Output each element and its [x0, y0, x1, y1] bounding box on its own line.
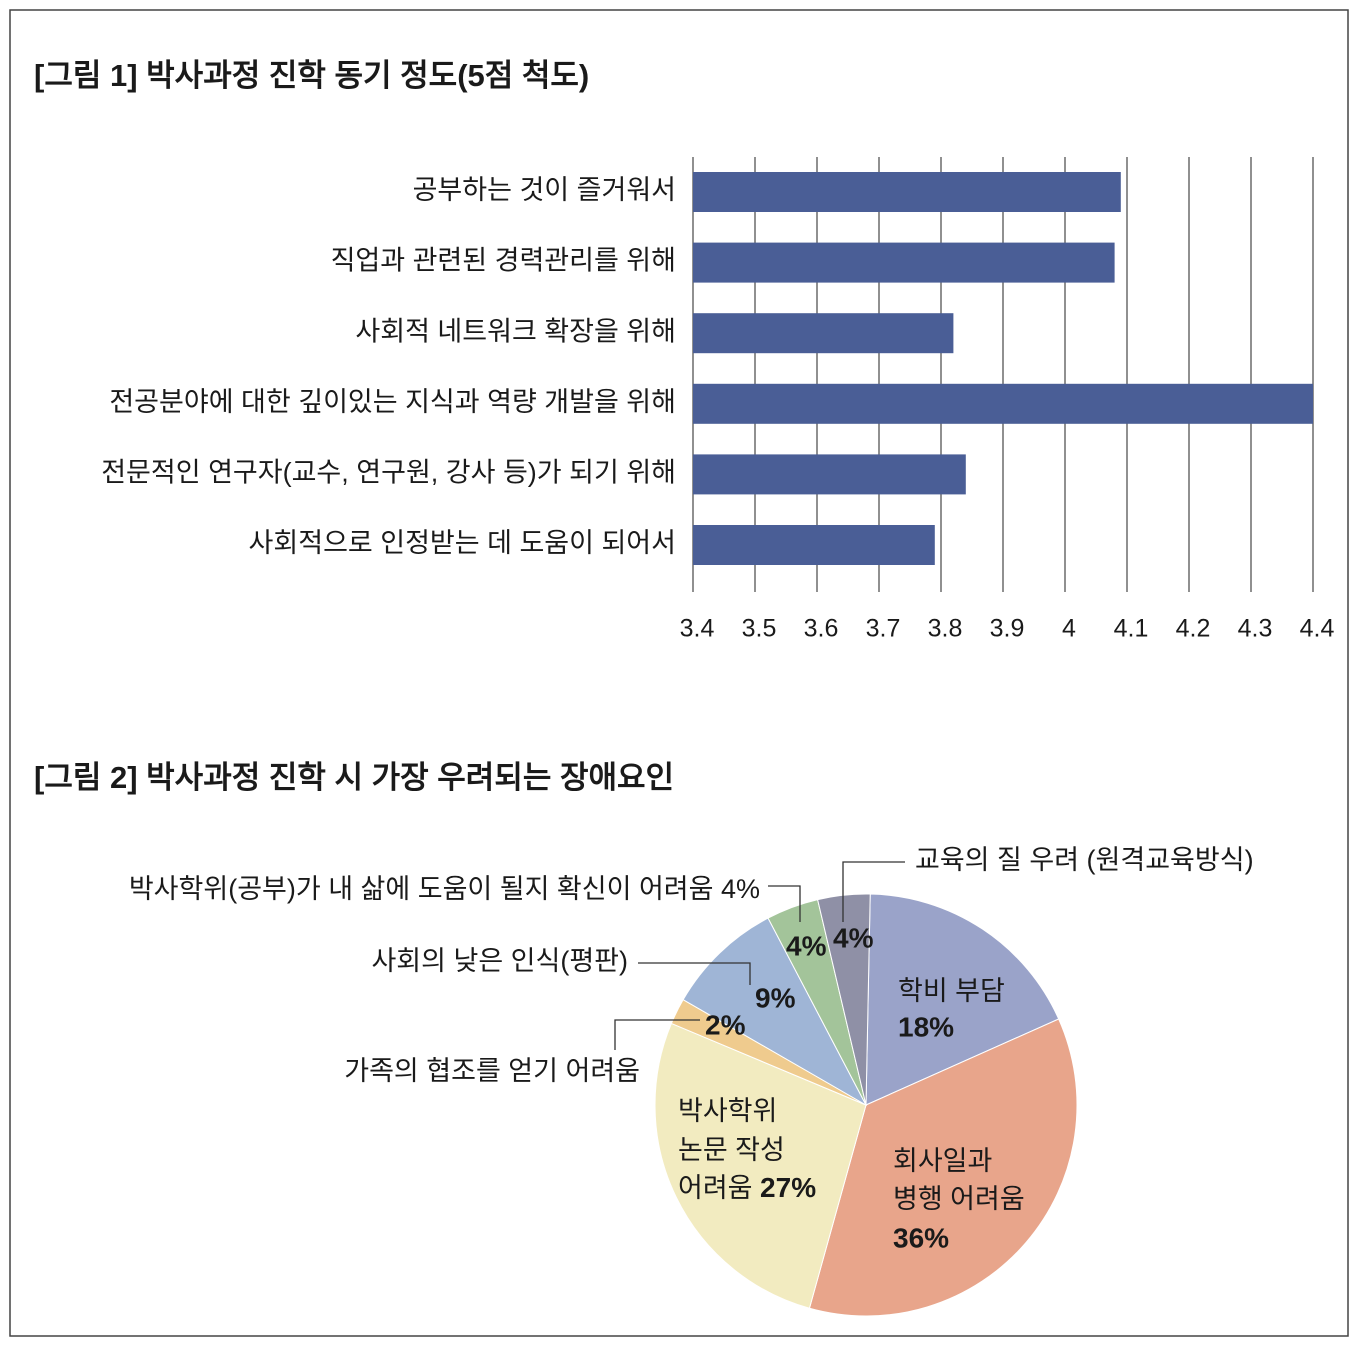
value-label: 9% [755, 982, 796, 1013]
category-label: 박사학위(공부)가 내 삶에 도움이 될지 확신이 어려움 4% [129, 874, 760, 904]
pie-slice [865, 893, 1060, 1106]
value-label: 18% [898, 1011, 954, 1042]
x-tick-label: 4.4 [1300, 615, 1335, 643]
x-tick-label: 4.2 [1176, 615, 1211, 643]
bar [693, 242, 1115, 283]
y-tick-label: 사회적으로 인정받는 데 도움이 되어서 [249, 528, 676, 558]
value-label: 36% [893, 1222, 949, 1253]
x-tick-label: 3.4 [680, 615, 715, 643]
category-label: 논문 작성 [678, 1135, 785, 1165]
category-label: 학비 부담 [898, 976, 1005, 1006]
x-tick-label: 3.9 [990, 615, 1025, 643]
bar [693, 383, 1313, 424]
x-tick-label: 4.1 [1114, 615, 1149, 643]
pie-slice [808, 1018, 1078, 1317]
pie-slice [817, 893, 871, 1106]
slice-label: 어려움 27% [678, 1172, 816, 1203]
pie-slice [682, 917, 868, 1107]
chart-title: [그림 1] 박사과정 진학 동기 정도(5점 척도) [34, 58, 589, 93]
x-tick-label: 3.7 [866, 615, 901, 643]
y-tick-label: 사회적 네트워크 확장을 위해 [355, 316, 676, 346]
bar [693, 525, 935, 565]
bar [693, 313, 954, 354]
y-tick-label: 전문적인 연구자(교수, 연구원, 강사 등)가 되기 위해 [101, 458, 676, 488]
value-label: 4% [786, 930, 827, 961]
leader-line [842, 861, 905, 922]
x-tick-label: 3.5 [742, 615, 777, 643]
category-label: 교육의 질 우려 (원격교육방식) [915, 845, 1254, 875]
pie-slice [654, 1022, 867, 1309]
category-label: 박사학위 [678, 1096, 777, 1126]
category-label: 어려움 [678, 1173, 753, 1203]
x-tick-label: 3.6 [804, 615, 839, 643]
value-label: 4% [833, 922, 874, 953]
bar [693, 172, 1121, 212]
leader-line [614, 1019, 700, 1050]
x-tick-label: 3.8 [928, 615, 963, 643]
y-tick-label: 직업과 관련된 경력관리를 위해 [331, 246, 676, 276]
chart-title: [그림 2] 박사과정 진학 시 가장 우려되는 장애요인 [34, 760, 674, 795]
category-label: 회사일과 [893, 1146, 992, 1176]
leader-line [768, 885, 801, 922]
category-label: 사회의 낮은 인식(평판) [371, 946, 628, 976]
value-label: 27% [760, 1172, 816, 1203]
x-tick-label: 4.3 [1238, 615, 1273, 643]
category-label: 가족의 협조를 얻기 어려움 [344, 1056, 640, 1086]
y-tick-label: 공부하는 것이 즐거워서 [413, 175, 676, 205]
category-label: 병행 어려움 [893, 1184, 1025, 1214]
bar [693, 454, 966, 495]
y-tick-label: 전공분야에 대한 깊이있는 지식과 역량 개발을 위해 [109, 387, 676, 417]
leader-line [638, 962, 751, 985]
value-label: 2% [705, 1009, 746, 1040]
x-tick-label: 4 [1062, 615, 1076, 643]
